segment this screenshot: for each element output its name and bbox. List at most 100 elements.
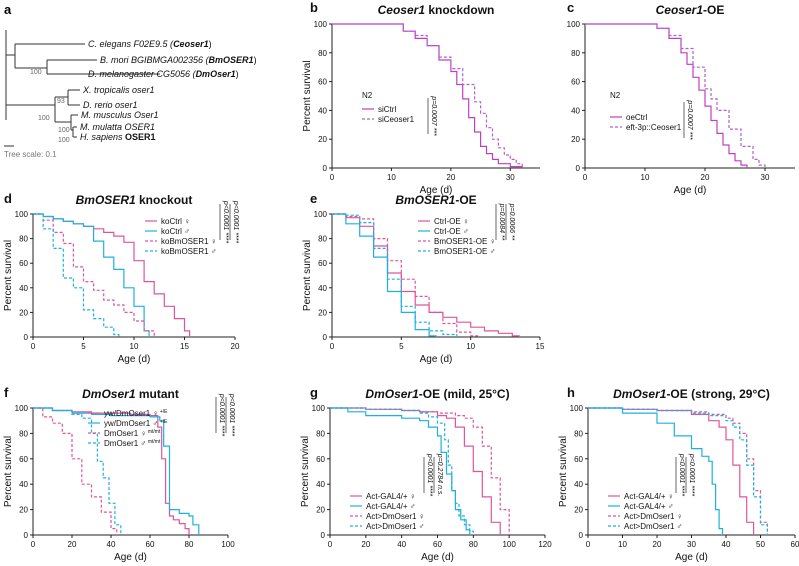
y-axis-label: Percent survival [3,240,14,311]
x-tick-label: 30 [761,173,770,182]
bootstrap-label: 100 [58,127,70,134]
chart-title: DmOser1-OE (mild, 25°C) [365,387,509,401]
pvalue-label: p<0.0001 **** [218,393,225,437]
legend-entry: Act>DmOser1 ♀ [624,512,683,521]
y-tick-label: 20 [19,506,28,515]
chart-title: Ceoser1 knockdown [378,3,495,17]
y-tick-label: 20 [574,506,583,515]
series-line [330,407,510,535]
y-axis-label: Percent survival [3,436,14,507]
series-line [332,213,458,337]
legend-entry: Act-GAL4/+ ♀ [624,492,674,501]
y-tick-label: 0 [323,164,328,173]
pvalue-label: p<0.0001 **** [688,453,695,497]
series-line [33,407,118,535]
y-tick-label: 40 [571,106,580,115]
chart-panel-g: g DmOser1-OE (mild, 25°C) 0 20 40 60 80 100 0 20 4… [300,385,552,563]
y-tick-label: 100 [570,404,584,413]
legend-entry: siCtrl [378,105,396,114]
pvalue-label: p<0.0001 **** [222,200,229,244]
series-line [33,407,200,535]
series-line [330,407,474,535]
legend-superscript: +/E [158,419,168,425]
chart-title-rest: knockdown [425,3,494,17]
y-tick-label: 60 [318,78,327,87]
legend-entry: siCeoser1 [378,115,415,124]
bootstrap-label: 100 [30,69,42,76]
series-line [332,23,523,168]
y-tick-label: 100 [312,404,326,413]
leaf-bmoser1: B. mori BGIBMGA002356 (BmOSER1) [100,55,257,65]
series-line [585,23,748,168]
pvalue-label: p=0.0007 *** [430,95,437,136]
chart-title-gene: BmOSER1 [76,193,136,207]
pvalue-label: p=0.0066 ** [508,203,515,241]
pvalue-label: p=0.0007 *** [686,99,693,140]
x-axis-label: Age (d) [675,552,708,563]
chart-panel-b: b Ceoser1 knockdown 0 20 40 60 80 100 0 10 20 30 Age… [302,0,540,196]
leaf-xtropicalis: X. tropicalis oser1 [82,85,155,95]
panel-letter: h [567,385,575,400]
series-line [33,213,155,337]
legend-superscript: +/E [158,409,168,415]
series-line [33,213,120,337]
legend-entry: Act-GAL4/+ ♂ [366,502,416,511]
y-tick-label: 80 [574,429,583,438]
legend-entry: Act>DmOser1 ♀ [366,512,425,521]
x-tick-label: 15 [536,342,545,351]
x-tick-label: 50 [756,540,765,549]
x-axis-label: Age (d) [114,552,147,563]
chart-title-rest: -OE [703,3,724,17]
chart-title-gene: DmOser1 [613,387,667,401]
y-tick-label: 80 [318,235,327,244]
chart-title-rest: mutant [136,387,179,401]
y-tick-label: 60 [316,455,325,464]
chart-panel-f: f DmOser1 mutant 0 20 40 60 80 100 0 20 40 60 80 100 A… [3,385,235,563]
pvalue-label: p=0.2784 n.s. [436,453,443,497]
legend: Act-GAL4/+ ♀Act-GAL4/+ ♂Act>DmOser1 ♀Act… [608,492,683,531]
chart-panel-d: d BmOSER1 knockout 0 20 40 60 80 100 0 5 10 15 20 Age… [3,191,240,365]
panel-letter: g [310,385,318,400]
legend: Ctrl-OE ♀Ctrl-OE ♂BmOSER1-OE ♀BmOSER1-OE… [418,217,496,256]
x-tick-label: 20 [446,173,455,182]
x-tick-label: 0 [583,173,588,182]
legend: koCtrl ♀koCtrl ♂koBmOSER1 ♀koBmOSER1 ♂ [145,217,217,256]
y-axis-label: Percent survival [302,240,313,311]
series-line [33,213,150,337]
legend-entry: yw/DmOser1 ♀ +/E [104,409,168,418]
bootstrap-label: 100 [38,115,50,122]
legend-entry: yw/DmOser1 ♂ +/E [104,419,168,428]
y-tick-label: 60 [318,259,327,268]
y-tick-label: 100 [314,210,328,219]
x-tick-label: 15 [180,342,189,351]
y-tick-label: 40 [316,480,325,489]
x-tick-label: 0 [330,173,335,182]
legend-entry: koBmOSER1 ♀ [161,237,217,246]
legend-entry: Act-GAL4/+ ♂ [624,502,674,511]
pvalue-label: p<0.0001 **** [678,453,685,497]
chart-title-gene: Ceoser1 [656,3,704,17]
y-tick-label: 80 [316,429,325,438]
y-tick-label: 20 [318,308,327,317]
chart-title-rest: -OE (strong, 29°C) [666,387,769,401]
leaf-ceoser1: C. elegans F02E9.5 (Ceoser1) [88,39,212,49]
chart-panel-e: e BmOSER1-OE 0 20 40 60 80 100 0 5 10 15 Age (d) Perc… [302,191,545,365]
series-line [588,407,724,535]
legend: yw/DmOser1 ♀ +/Eyw/DmOser1 ♂ +/EDmOser1 … [88,409,168,448]
x-tick-label: 0 [330,342,335,351]
y-tick-label: 0 [579,531,584,540]
y-tick-label: 0 [24,531,29,540]
y-tick-label: 0 [576,164,581,173]
x-axis-label: Age (d) [118,354,151,365]
series-line [588,407,768,535]
x-tick-label: 100 [502,540,516,549]
chart-panel-c: c Ceoser1-OE 0 20 40 60 80 100 0 10 20 30 Age (d) N2 o… [567,0,795,196]
chart-title-gene: DmOser1 [82,387,136,401]
y-tick-label: 0 [24,333,29,342]
tree-branches [4,30,160,147]
x-tick-label: 60 [433,540,442,549]
y-tick-label: 60 [571,78,580,87]
x-tick-label: 100 [221,540,235,549]
y-tick-label: 60 [19,455,28,464]
